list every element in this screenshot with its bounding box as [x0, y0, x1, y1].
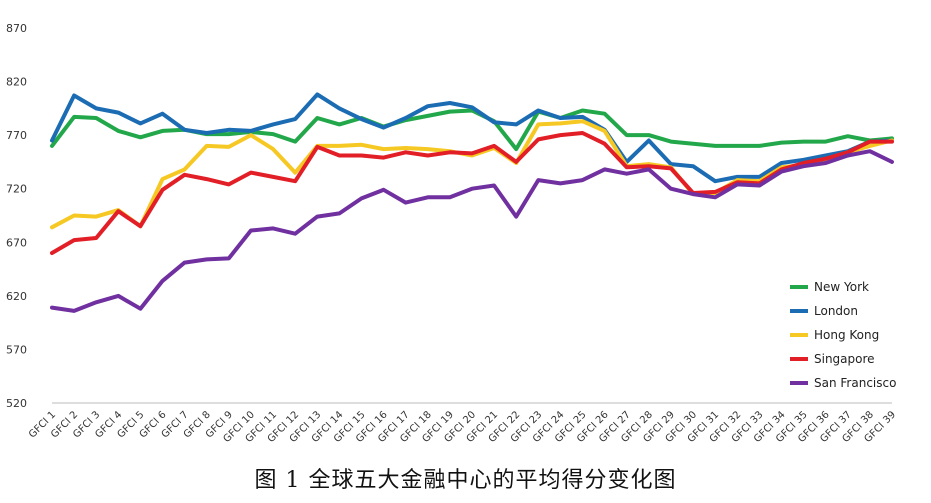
- y-tick-label: 870: [6, 22, 27, 35]
- y-tick-label: 520: [6, 397, 27, 410]
- figure-caption: 图 1 全球五大金融中心的平均得分变化图: [254, 468, 677, 493]
- y-tick-label: 820: [6, 76, 27, 89]
- legend-label: New York: [814, 280, 869, 294]
- y-tick-label: 670: [6, 236, 27, 249]
- legend-label: Singapore: [814, 352, 875, 366]
- series-line-london: [50, 92, 894, 184]
- y-tick-label: 620: [6, 290, 27, 303]
- y-tick-label: 570: [6, 343, 27, 356]
- legend-label: San Francisco: [814, 376, 896, 390]
- y-tick-label: 770: [6, 129, 27, 142]
- series-line-new-york: [50, 108, 894, 152]
- series-line-singapore: [50, 131, 894, 255]
- legend-label: Hong Kong: [814, 328, 879, 342]
- y-tick-label: 720: [6, 183, 27, 196]
- legend-label: London: [814, 304, 858, 318]
- series-lines: [50, 92, 894, 313]
- series-line-hong-kong: [50, 119, 894, 230]
- legend: New York London Hong Kong Singapore San Fran…: [790, 280, 896, 390]
- series-line-san-francisco: [50, 149, 894, 313]
- y-axis: 520 570 620 670 720 770 820 870: [6, 22, 27, 410]
